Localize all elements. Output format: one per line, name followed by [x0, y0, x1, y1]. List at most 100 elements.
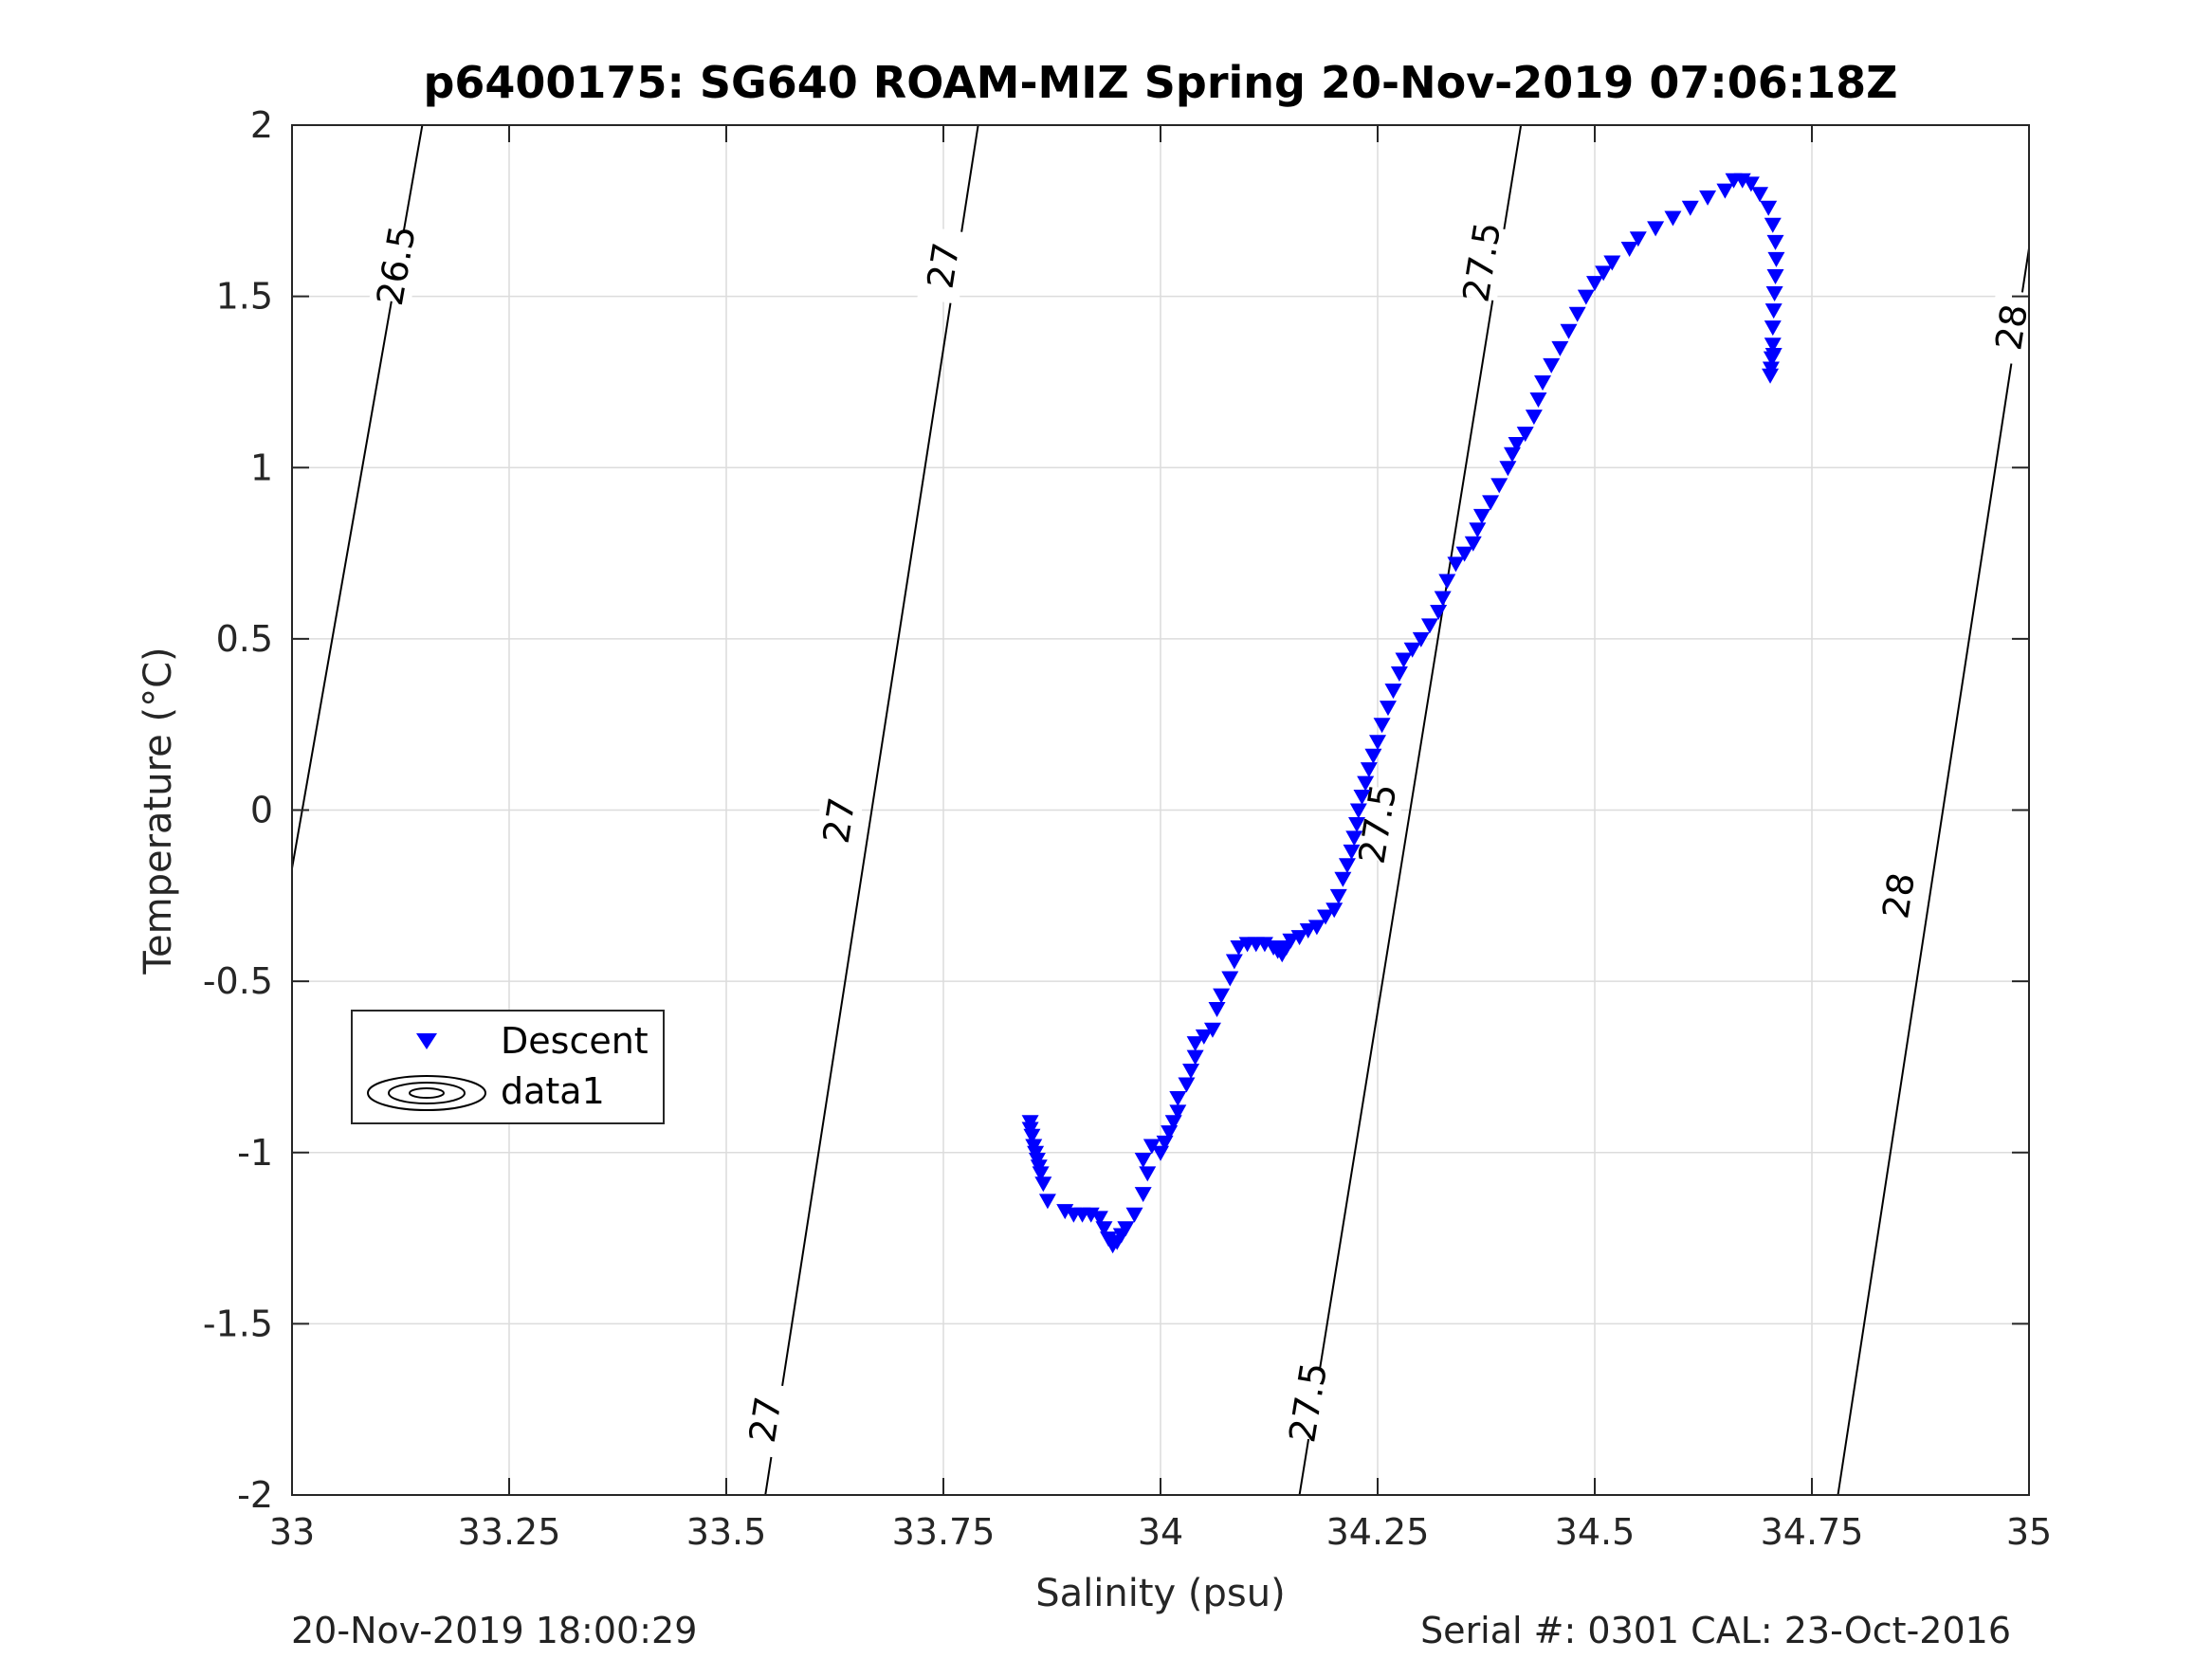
descent-point: [1325, 902, 1344, 919]
descent-point: [1334, 871, 1352, 887]
descent-point: [1543, 357, 1561, 374]
isopycnal-label-background: [813, 781, 866, 860]
descent-point: [1090, 1211, 1108, 1227]
descent-point: [1764, 348, 1782, 364]
descent-point: [1182, 1064, 1200, 1080]
descent-point: [1290, 930, 1308, 946]
x-tick-label: 33.75: [892, 1511, 996, 1553]
isopycnal-label-background: [1281, 1363, 1335, 1442]
descent-point: [1472, 508, 1490, 524]
descent-point: [1343, 844, 1361, 860]
descent-point: [1369, 735, 1386, 751]
descent-point: [1134, 1152, 1152, 1168]
legend-data1-marker: [367, 1075, 486, 1111]
descent-point: [1490, 478, 1508, 494]
isopycnal-label-background: [1455, 223, 1508, 301]
descent-point: [1357, 775, 1375, 792]
descent-point: [1208, 1002, 1226, 1018]
descent-point: [1307, 920, 1325, 936]
isopycnal-label: 27: [920, 240, 968, 292]
descent-point: [1551, 340, 1569, 356]
descent-point: [1766, 234, 1784, 250]
descent-point: [1373, 718, 1391, 734]
descent-point: [1499, 461, 1517, 477]
descent-point: [1169, 1090, 1187, 1106]
descent-point: [1203, 1022, 1221, 1038]
descent-point: [1482, 495, 1500, 511]
descent-point: [1525, 410, 1543, 426]
descent-point: [1095, 1221, 1113, 1237]
x-tick-label: 33.5: [686, 1511, 767, 1553]
descent-point: [1434, 591, 1452, 607]
descent-point: [1038, 1194, 1056, 1210]
descent-point: [1390, 666, 1408, 682]
x-tick-label: 34: [1138, 1511, 1183, 1553]
descent-point: [1568, 306, 1586, 322]
isopycnal-label-background: [917, 227, 970, 305]
legend-descent-marker: [416, 1033, 437, 1049]
descent-point: [1742, 176, 1760, 192]
descent-point: [1225, 954, 1243, 970]
descent-point: [1751, 187, 1769, 203]
descent-point: [1139, 1166, 1157, 1182]
isopycnal-label-background: [739, 1380, 792, 1459]
axis-ticks: 33 33.25 33.5 33.75 34 34.25 34.5 34.75 35 -2 -1.5…: [203, 104, 2052, 1553]
descent-point: [1516, 427, 1534, 443]
descent-point: [1360, 762, 1378, 778]
y-tick-label: 1: [250, 447, 273, 488]
descent-point: [1603, 255, 1621, 271]
descent-point: [1664, 210, 1682, 227]
descent-point: [1529, 392, 1547, 408]
x-tick-label: 34.75: [1761, 1511, 1864, 1553]
descent-point: [1186, 1036, 1204, 1052]
isopycnal-label-background: [369, 226, 424, 305]
descent-point: [1508, 436, 1526, 452]
descent-point: [1364, 748, 1382, 764]
descent-point: [1716, 183, 1734, 199]
descent-point: [1345, 830, 1363, 847]
descent-point: [1469, 522, 1487, 538]
descent-point: [1620, 242, 1638, 258]
descent-point: [1403, 642, 1421, 658]
descent-point: [1766, 268, 1784, 284]
legend-box: [351, 1010, 665, 1124]
footer-calibration: Serial #: 0301 CAL: 23-Oct-2016: [1420, 1610, 2011, 1651]
descent-point: [1762, 368, 1780, 384]
descent-point: [1765, 286, 1783, 302]
descent-point: [1586, 276, 1603, 292]
descent-point: [1595, 265, 1613, 282]
descent-point: [1186, 1049, 1204, 1066]
isopycnal-line: [1298, 124, 1523, 1496]
descent-point: [1455, 546, 1473, 562]
legend: Descent data1: [351, 1010, 665, 1124]
descent-point: [1353, 790, 1371, 806]
x-tick-label: 35: [2006, 1511, 2052, 1553]
descent-point: [1764, 217, 1782, 233]
isopycnal-label: 28: [1874, 870, 1923, 921]
descent-point: [1647, 221, 1665, 237]
descent-point: [1438, 574, 1456, 590]
descent-point: [1329, 888, 1347, 904]
y-tick-label: -0.5: [203, 960, 273, 1002]
isopycnal-label: 28: [1987, 301, 2036, 353]
isopycnal-label: 27: [741, 1394, 790, 1446]
legend-data1-label: data1: [501, 1070, 605, 1112]
descent-point: [1143, 1139, 1161, 1155]
descent-point: [1338, 858, 1356, 874]
grid: [292, 125, 2029, 1495]
y-tick-label: -2: [237, 1474, 273, 1516]
y-tick-label: 0.5: [216, 618, 273, 660]
descent-point: [1348, 816, 1366, 832]
descent-point: [1221, 971, 1239, 987]
descent-point: [1178, 1077, 1196, 1093]
y-tick-label: 2: [250, 104, 273, 146]
x-tick-label: 33: [269, 1511, 315, 1553]
descent-point: [1117, 1221, 1135, 1237]
descent-point: [1412, 631, 1430, 647]
descent-point: [1464, 536, 1482, 552]
descent-point: [1213, 988, 1231, 1004]
y-tick-label: 0: [250, 790, 273, 831]
descent-point: [1384, 684, 1402, 700]
descent-point: [1134, 1187, 1152, 1203]
